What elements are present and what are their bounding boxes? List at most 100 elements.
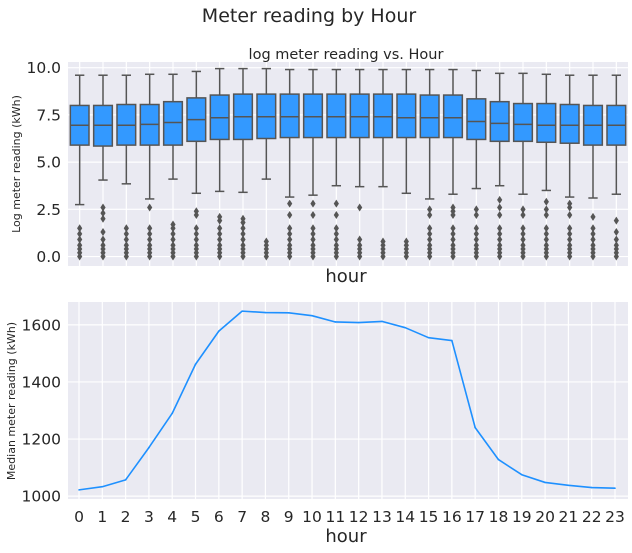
line-point-hour-12 xyxy=(357,321,360,324)
box-flier xyxy=(123,224,129,233)
line-point-hour-11 xyxy=(334,321,337,323)
box-flier xyxy=(217,229,223,238)
box-flier xyxy=(333,211,339,219)
line-gridlines xyxy=(68,302,628,499)
box-flier xyxy=(497,195,503,204)
box-hour-5 xyxy=(186,70,207,261)
box-hour-16 xyxy=(442,68,464,261)
box-hour-1 xyxy=(92,74,114,261)
box-flier xyxy=(240,214,246,223)
box-hour-7 xyxy=(232,67,254,261)
box-flier xyxy=(100,214,106,223)
line-x-axis-label: hour xyxy=(325,526,367,547)
box-hour-15 xyxy=(419,68,440,261)
box-flier xyxy=(240,241,246,250)
line-x-tick-label: 13 xyxy=(372,508,392,526)
line-point-hour-13 xyxy=(381,320,383,323)
box-flier xyxy=(123,241,129,250)
box-flier xyxy=(403,237,409,246)
line-point-hour-4 xyxy=(171,412,174,415)
line-point-hour-5 xyxy=(194,363,197,366)
box-flier xyxy=(217,241,223,250)
box-flier xyxy=(123,229,129,238)
box-flier xyxy=(613,216,619,225)
box-flier xyxy=(310,241,316,250)
box-flier xyxy=(333,224,339,233)
box-flier xyxy=(590,224,596,233)
box-flier xyxy=(123,235,129,244)
box-flier xyxy=(427,241,433,250)
box-flier xyxy=(567,229,573,238)
box-flier xyxy=(497,235,503,244)
box-flier xyxy=(450,229,456,238)
line-y-tick-label: 1600 xyxy=(22,316,61,334)
box-flier xyxy=(333,241,339,250)
box-hour-19 xyxy=(512,72,534,261)
box-flier xyxy=(333,199,339,208)
boxplot-y-tick-label: 5.0 xyxy=(36,154,61,172)
line-x-tick-label: 7 xyxy=(237,508,247,526)
box-flier xyxy=(520,241,526,250)
line-point-hour-18 xyxy=(497,458,500,461)
line-point-hour-21 xyxy=(567,484,570,487)
box-flier xyxy=(310,211,316,219)
boxplot-title: log meter reading vs. Hour xyxy=(249,47,444,63)
box-flier xyxy=(240,229,246,238)
box-hour-10 xyxy=(302,68,324,261)
box-flier xyxy=(543,197,549,206)
box-flier xyxy=(543,211,549,219)
box-flier xyxy=(473,235,479,244)
boxplot-y-tick-label: 0.0 xyxy=(36,248,61,266)
box-flier xyxy=(543,205,549,214)
box-flier xyxy=(100,228,106,236)
box-iqr xyxy=(349,93,370,139)
box-flier xyxy=(100,235,106,244)
line-x-tick-label: 9 xyxy=(284,508,294,526)
box-flier xyxy=(613,241,619,250)
box-flier xyxy=(567,224,573,233)
box-flier xyxy=(217,224,223,233)
box-flier xyxy=(520,211,526,219)
box-flier xyxy=(77,229,83,238)
line-y-tick-label: 1200 xyxy=(22,431,61,449)
box-hour-2 xyxy=(116,74,137,261)
line-x-tick-label: 16 xyxy=(442,508,462,526)
box-flier xyxy=(100,209,106,218)
line-point-hour-0 xyxy=(78,489,80,491)
line-point-hour-16 xyxy=(451,339,453,342)
box-flier xyxy=(450,241,456,250)
box-iqr xyxy=(466,98,487,141)
line-point-hour-9 xyxy=(287,312,290,314)
line-point-hour-10 xyxy=(311,314,313,317)
line-point-hour-15 xyxy=(427,336,430,339)
box-iqr xyxy=(326,93,347,139)
box-hour-0 xyxy=(69,74,90,261)
box-hour-22 xyxy=(582,74,604,261)
box-hour-3 xyxy=(139,73,160,261)
box-flier xyxy=(497,229,503,238)
box-hour-14 xyxy=(396,68,417,261)
box-flier xyxy=(427,211,433,219)
line-point-hour-6 xyxy=(218,330,220,332)
box-flier xyxy=(240,224,246,233)
line-x-tick-labels: 0 1 2 3 4 5 6 7 8 9 10 11 12 13 14 15 16 17 18 19 20 21 22 23 xyxy=(74,508,625,526)
box-hour-9 xyxy=(279,68,300,261)
line-y-axis-label: Median meter reading (kWh) xyxy=(5,322,18,480)
line-point-hour-8 xyxy=(264,311,267,314)
box-flier xyxy=(310,229,316,238)
line-x-tick-label: 2 xyxy=(121,508,131,526)
box-flier xyxy=(380,237,386,246)
line-point-hour-23 xyxy=(614,487,616,489)
line-point-hour-7 xyxy=(241,310,243,312)
line-plot-area xyxy=(68,302,628,499)
box-hour-17 xyxy=(466,69,487,261)
line-x-tick-label: 12 xyxy=(349,508,369,526)
box-flier xyxy=(613,235,619,244)
line-point-hour-22 xyxy=(590,486,593,489)
box-flier xyxy=(333,229,339,238)
box-flier xyxy=(450,203,456,212)
box-flier xyxy=(567,241,573,250)
box-flier xyxy=(427,205,433,214)
